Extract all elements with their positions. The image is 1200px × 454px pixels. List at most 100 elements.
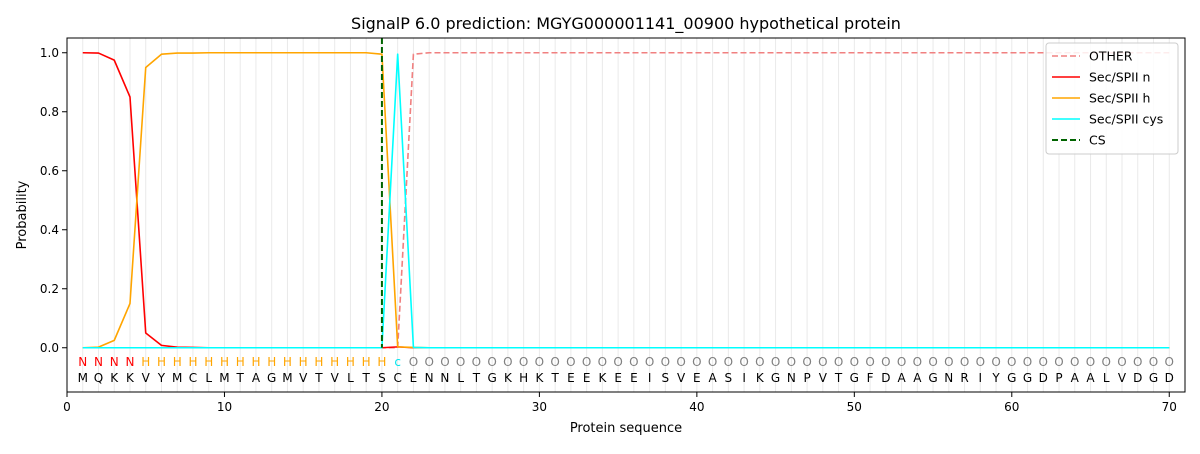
residue-label: G xyxy=(771,371,780,385)
residue-label: I xyxy=(979,371,983,385)
region-label: H xyxy=(314,355,323,369)
region-label: H xyxy=(220,355,229,369)
residue-label: K xyxy=(756,371,765,385)
residue-label: T xyxy=(834,371,843,385)
residue-label: K xyxy=(126,371,135,385)
x-tick-label: 40 xyxy=(689,400,704,414)
residue-label: K xyxy=(535,371,544,385)
residue-label: R xyxy=(960,371,968,385)
residue-label: G xyxy=(1023,371,1032,385)
region-label: O xyxy=(661,355,670,369)
residue-label: G xyxy=(850,371,859,385)
region-label: O xyxy=(535,355,544,369)
region-label: H xyxy=(377,355,386,369)
region-label: O xyxy=(850,355,859,369)
region-label: O xyxy=(755,355,764,369)
region-label: O xyxy=(865,355,874,369)
region-label: O xyxy=(1102,355,1111,369)
region-label: N xyxy=(94,355,103,369)
residue-label: N xyxy=(425,371,434,385)
residue-label: M xyxy=(78,371,88,385)
region-label: O xyxy=(818,355,827,369)
residue-label: V xyxy=(1118,371,1127,385)
residue-label: L xyxy=(205,371,212,385)
y-axis-label: Probability xyxy=(15,180,30,249)
region-label: O xyxy=(1023,355,1032,369)
x-tick-label: 70 xyxy=(1162,400,1177,414)
region-label: O xyxy=(1165,355,1174,369)
region-label: O xyxy=(960,355,969,369)
region-label: H xyxy=(346,355,355,369)
residue-label: A xyxy=(708,371,717,385)
region-label: H xyxy=(236,355,245,369)
residue-label: A xyxy=(252,371,261,385)
region-label: H xyxy=(204,355,213,369)
region-label: O xyxy=(1007,355,1016,369)
residue-label: K xyxy=(110,371,119,385)
region-label: H xyxy=(330,355,339,369)
region-label: O xyxy=(1149,355,1158,369)
sequence-layer: NMNQNKNKHVHYHMHCHLHMHTHAHGHMHVHTHVHLHTHS… xyxy=(78,355,1174,385)
residue-label: T xyxy=(550,371,559,385)
residue-label: H xyxy=(519,371,528,385)
residue-label: C xyxy=(189,371,197,385)
residue-label: E xyxy=(583,371,591,385)
region-label: O xyxy=(913,355,922,369)
series-line-sec-spii-h xyxy=(82,51,1170,349)
legend-label: OTHER xyxy=(1089,49,1133,64)
region-label: H xyxy=(173,355,182,369)
residue-label: V xyxy=(142,371,151,385)
residue-label: E xyxy=(410,371,418,385)
residue-label: G xyxy=(928,371,937,385)
residue-label: Y xyxy=(991,371,1000,385)
y-tick-label: 0.2 xyxy=(40,282,59,296)
region-label: O xyxy=(519,355,528,369)
residue-label: D xyxy=(1039,371,1048,385)
region-label: O xyxy=(582,355,591,369)
residue-label: P xyxy=(803,371,810,385)
residue-label: L xyxy=(347,371,354,385)
legend: OTHER Sec/SPII n Sec/SPII h Sec/SPII cys CS xyxy=(1045,42,1179,155)
residue-label: E xyxy=(630,371,638,385)
region-label: H xyxy=(362,355,371,369)
region-label: O xyxy=(409,355,418,369)
residue-label: I xyxy=(648,371,652,385)
residue-label: E xyxy=(567,371,575,385)
region-label: H xyxy=(299,355,308,369)
residue-label: D xyxy=(881,371,890,385)
x-tick-label: 0 xyxy=(63,400,71,414)
residue-label: G xyxy=(487,371,496,385)
region-label: O xyxy=(708,355,717,369)
y-tick-label: 0.4 xyxy=(40,223,59,237)
region-label: O xyxy=(802,355,811,369)
region-label: O xyxy=(881,355,890,369)
region-label: O xyxy=(1086,355,1095,369)
residue-label: T xyxy=(236,371,245,385)
region-label: N xyxy=(78,355,87,369)
x-axis-label: Protein sequence xyxy=(570,421,682,436)
region-label: O xyxy=(598,355,607,369)
residue-label: M xyxy=(219,371,229,385)
region-label: O xyxy=(440,355,449,369)
residue-label: V xyxy=(819,371,828,385)
region-label: O xyxy=(834,355,843,369)
region-label: O xyxy=(944,355,953,369)
x-tick-label: 20 xyxy=(374,400,389,414)
region-label: O xyxy=(771,355,780,369)
residue-label: M xyxy=(172,371,182,385)
residue-label: L xyxy=(1103,371,1110,385)
region-label: O xyxy=(645,355,654,369)
residue-label: D xyxy=(1133,371,1142,385)
region-label: c xyxy=(394,355,401,369)
residue-label: L xyxy=(457,371,464,385)
residue-label: A xyxy=(1086,371,1095,385)
legend-label: CS xyxy=(1089,133,1106,148)
region-label: O xyxy=(1133,355,1142,369)
region-label: H xyxy=(188,355,197,369)
residue-label: Y xyxy=(157,371,166,385)
residue-label: T xyxy=(472,371,481,385)
residue-label: Q xyxy=(94,371,103,385)
region-label: H xyxy=(157,355,166,369)
region-label: H xyxy=(251,355,260,369)
